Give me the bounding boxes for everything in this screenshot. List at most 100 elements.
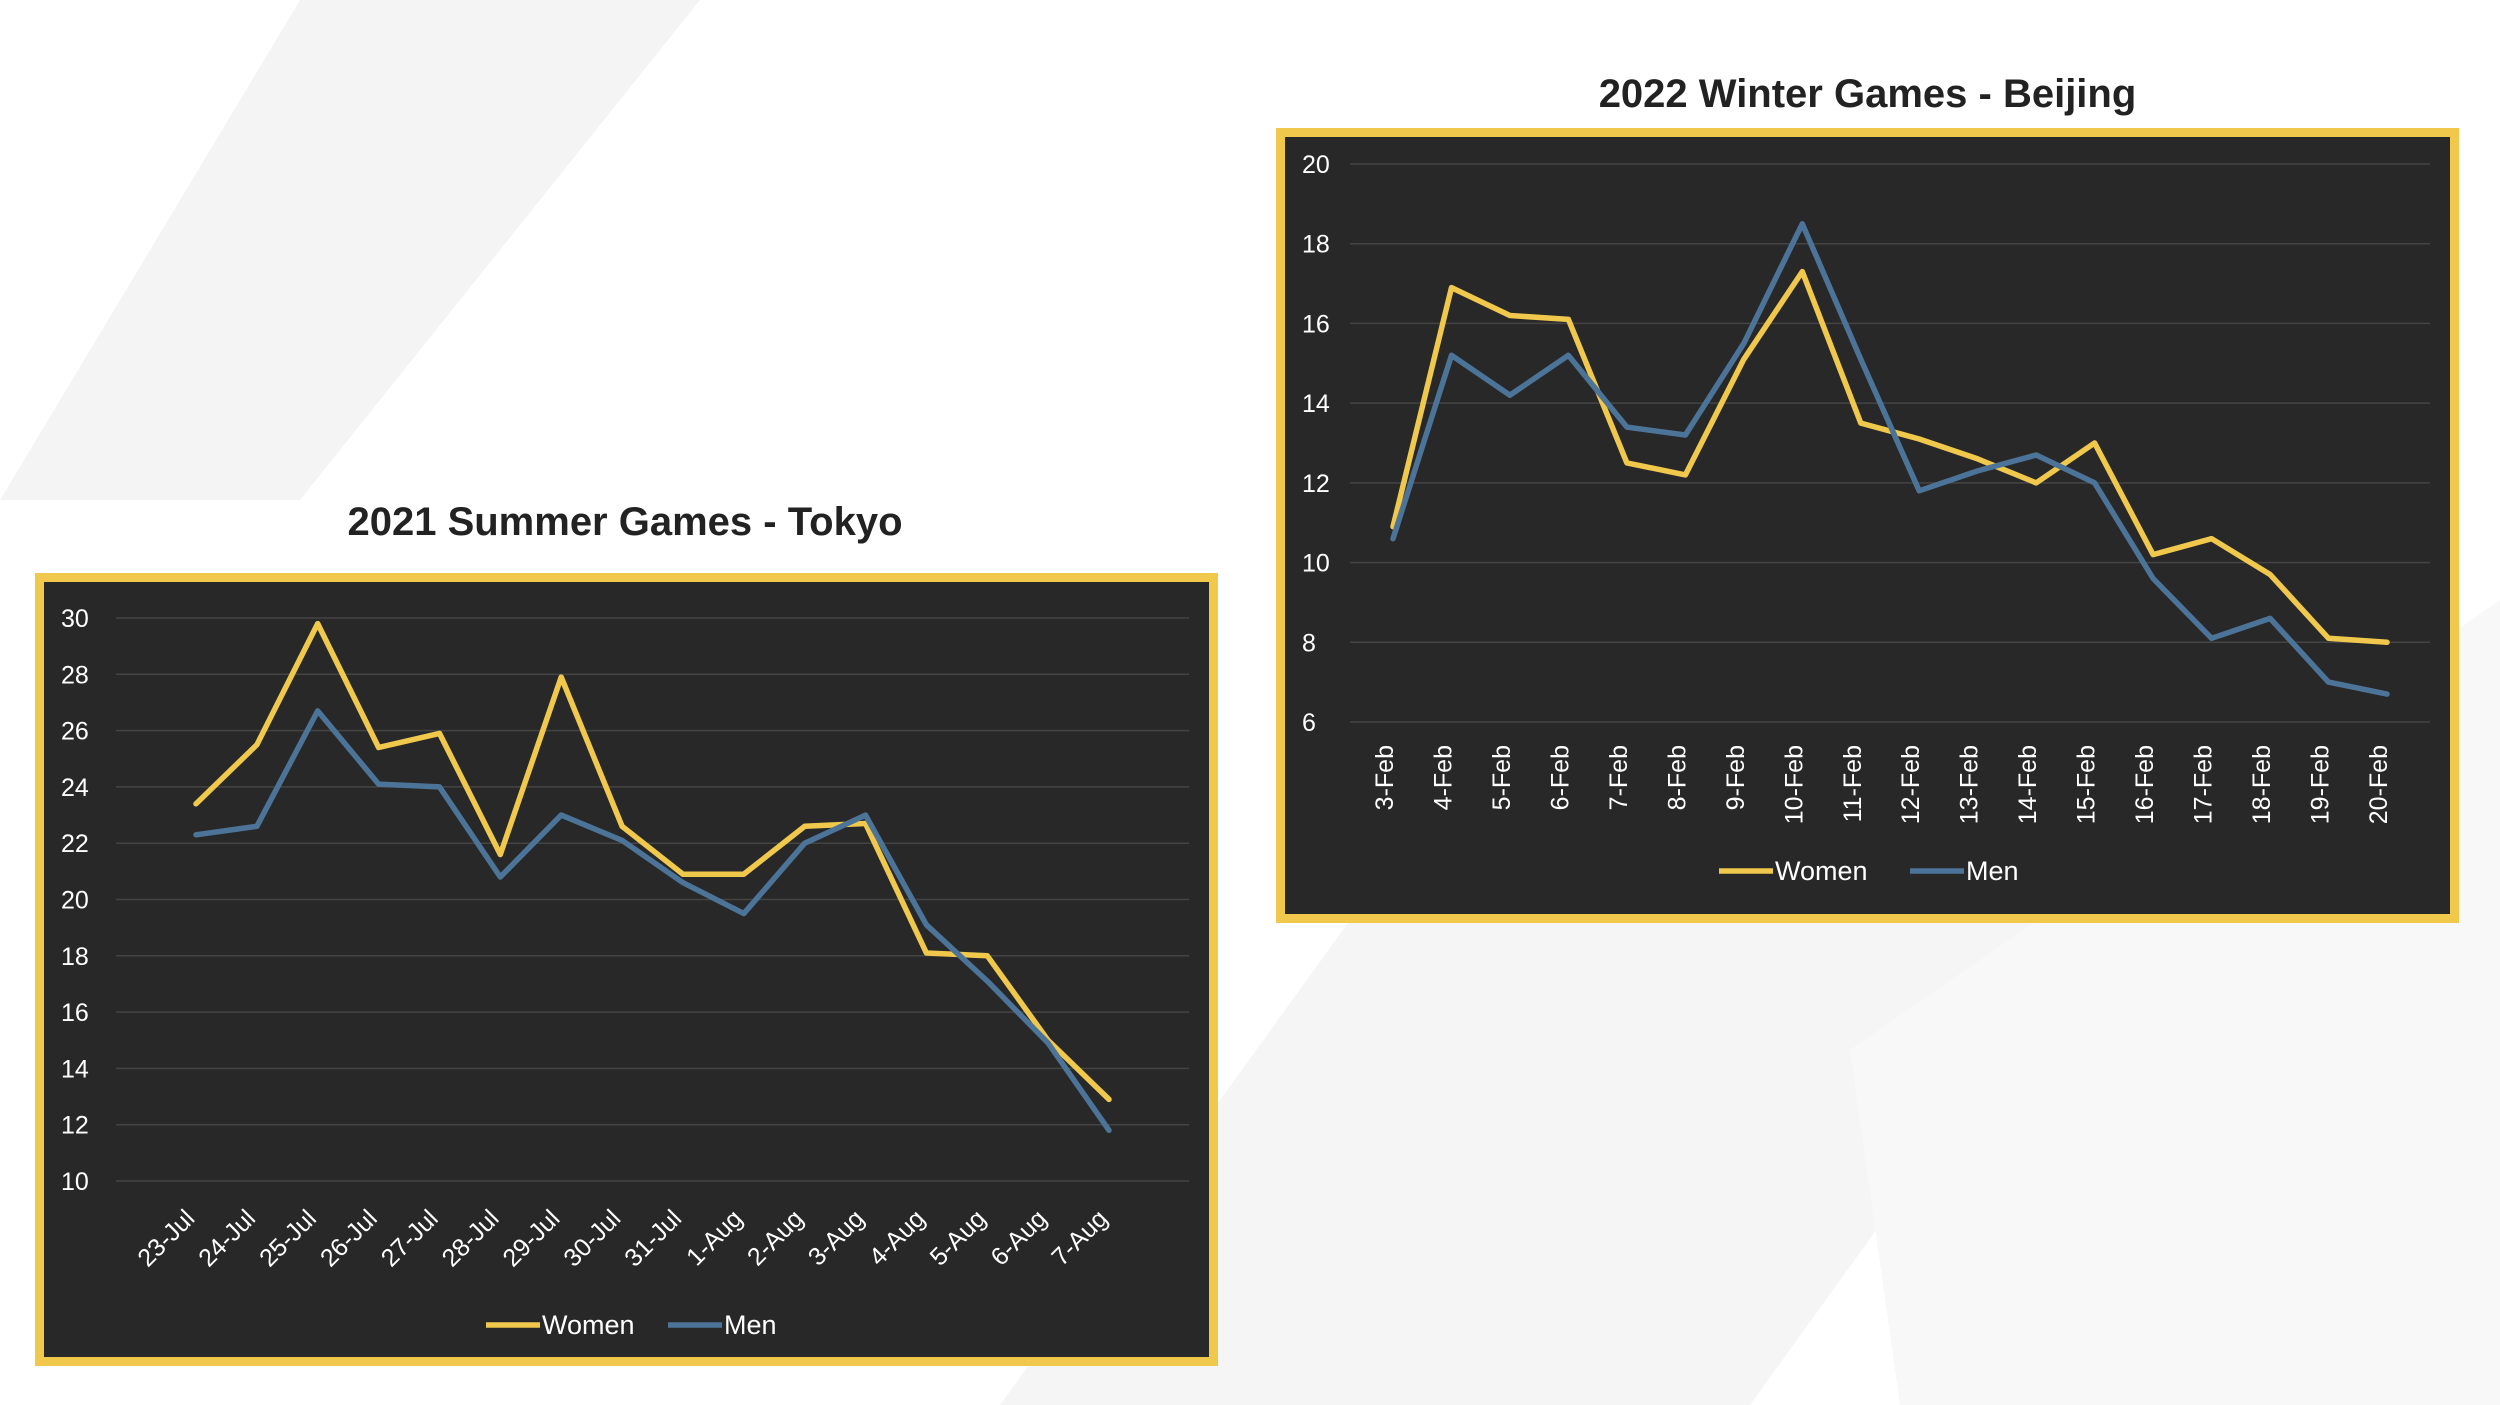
data-point-men xyxy=(802,840,808,846)
x-tick-label: 15-Feb xyxy=(2073,745,2101,824)
data-point-women xyxy=(923,950,929,956)
data-point-men xyxy=(254,823,260,829)
x-tick-label: 5-Feb xyxy=(1488,745,1516,810)
data-point-women xyxy=(436,730,442,736)
data-point-men xyxy=(923,922,929,928)
x-tick-label: 29-Jul xyxy=(497,1204,565,1272)
y-tick-label: 20 xyxy=(61,887,89,915)
data-point-men xyxy=(436,784,442,790)
series-line-women xyxy=(1390,268,2390,646)
legend-label-men: Men xyxy=(1966,856,2019,886)
data-point-women xyxy=(2209,536,2215,542)
chart-title-beijing: 2022 Winter Games - Beijing xyxy=(1598,72,2137,116)
x-tick-label: 28-Jul xyxy=(437,1204,505,1272)
y-tick-label: 16 xyxy=(61,999,89,1027)
y-tick-label: 18 xyxy=(1302,231,1330,259)
x-tick-label: 31-Jul xyxy=(619,1204,687,1272)
data-point-men xyxy=(1390,536,1396,542)
data-point-women xyxy=(619,823,625,829)
y-tick-label: 14 xyxy=(1302,390,1330,418)
data-point-men xyxy=(1565,352,1571,358)
x-tick-label: 23-Jul xyxy=(132,1204,200,1272)
data-point-men xyxy=(497,874,503,880)
data-point-men xyxy=(984,978,990,984)
data-point-men xyxy=(1507,392,1513,398)
data-point-men xyxy=(2150,576,2156,582)
x-tick-label: 30-Jul xyxy=(558,1204,626,1272)
series-line-men xyxy=(1390,221,2390,697)
chart-panel-beijing: 6 8 10 12 14 16 18 20 3-Feb 4-Feb 5-Feb 6-Feb 7-Feb 8… xyxy=(1276,128,2459,923)
y-tick-label: 26 xyxy=(61,718,89,746)
data-point-men xyxy=(2033,452,2039,458)
data-point-women xyxy=(2150,552,2156,558)
y-tick-label: 12 xyxy=(61,1112,89,1140)
chart-title-tokyo: 2021 Summer Games - Tokyo xyxy=(347,500,903,544)
x-tick-label: 24-Jul xyxy=(193,1204,261,1272)
x-tick-label: 27-Jul xyxy=(376,1204,444,1272)
data-point-men xyxy=(1045,1040,1051,1046)
x-tick-label: 20-Feb xyxy=(2365,745,2393,824)
data-point-men xyxy=(2326,679,2332,685)
data-point-women xyxy=(254,742,260,748)
line-chart-tokyo: 10 12 14 16 18 20 22 24 26 28 30 23-Jul24-Jul25-Jul… xyxy=(61,605,1189,1340)
y-tick-label: 10 xyxy=(61,1168,89,1196)
data-point-women xyxy=(984,953,990,959)
data-point-men xyxy=(619,837,625,843)
legend-label-women: Women xyxy=(542,1310,635,1340)
x-tick-label: 4-Feb xyxy=(1429,745,1457,810)
data-point-men xyxy=(376,781,382,787)
data-point-men xyxy=(680,880,686,886)
x-tick-label: 5-Aug xyxy=(925,1204,992,1271)
x-tick-label: 3-Aug xyxy=(803,1204,870,1271)
data-point-women xyxy=(1682,472,1688,478)
y-tick-label: 30 xyxy=(61,605,89,633)
x-tick-label: 3-Feb xyxy=(1371,745,1399,810)
data-point-men xyxy=(1741,340,1747,346)
x-tick-label: 13-Feb xyxy=(1956,745,1984,824)
data-point-men xyxy=(558,812,564,818)
x-tick-label: 6-Feb xyxy=(1546,745,1574,810)
data-point-men xyxy=(193,832,199,838)
y-tick-label: 18 xyxy=(61,943,89,971)
data-point-women xyxy=(376,744,382,750)
data-point-women xyxy=(1858,420,1864,426)
x-tick-label: 12-Feb xyxy=(1897,745,1925,824)
y-tick-label: 10 xyxy=(1302,550,1330,578)
x-tick-label: 1-Aug xyxy=(681,1204,748,1271)
data-point-women xyxy=(1106,1096,1112,1102)
data-point-men xyxy=(741,911,747,917)
y-tick-label: 20 xyxy=(1302,151,1330,179)
y-tick-label: 22 xyxy=(61,830,89,858)
data-point-women xyxy=(1507,312,1513,318)
y-tick-label: 12 xyxy=(1302,470,1330,498)
x-tick-label: 25-Jul xyxy=(254,1204,322,1272)
x-tick-label: 9-Feb xyxy=(1722,745,1750,810)
x-tick-label: 18-Feb xyxy=(2248,745,2276,824)
data-point-men xyxy=(1624,424,1630,430)
x-tick-label: 10-Feb xyxy=(1780,745,1808,824)
data-point-women xyxy=(1624,460,1630,466)
data-point-men xyxy=(1106,1127,1112,1133)
data-point-women xyxy=(802,823,808,829)
x-tick-label: 19-Feb xyxy=(2307,745,2335,824)
series-line-men xyxy=(193,708,1112,1134)
x-tick-label: 7-Feb xyxy=(1605,745,1633,810)
y-tick-label: 16 xyxy=(1302,310,1330,338)
y-tick-label: 28 xyxy=(61,661,89,689)
data-point-women xyxy=(2092,440,2098,446)
x-tick-label: 7-Aug xyxy=(1046,1204,1113,1271)
chart-panel-tokyo: 10 12 14 16 18 20 22 24 26 28 30 23-Jul 24-Jul 25-Jul… xyxy=(35,573,1218,1366)
data-point-men xyxy=(1858,356,1864,362)
data-point-men xyxy=(2209,635,2215,641)
data-point-women xyxy=(1448,285,1454,291)
data-point-men xyxy=(1975,468,1981,474)
y-tick-label: 14 xyxy=(61,1055,89,1083)
data-point-women xyxy=(1975,456,1981,462)
data-point-men xyxy=(1916,488,1922,494)
line-chart-beijing: 6 8 10 12 14 16 18 20 3-Feb 4-Feb 5-Feb 6-Feb 7-Feb 8… xyxy=(1302,151,2430,886)
data-point-women xyxy=(2033,480,2039,486)
x-tick-label: 11-Feb xyxy=(1839,745,1867,822)
data-point-men xyxy=(863,812,869,818)
x-tick-label: 17-Feb xyxy=(2190,745,2218,824)
data-point-women xyxy=(1741,356,1747,362)
